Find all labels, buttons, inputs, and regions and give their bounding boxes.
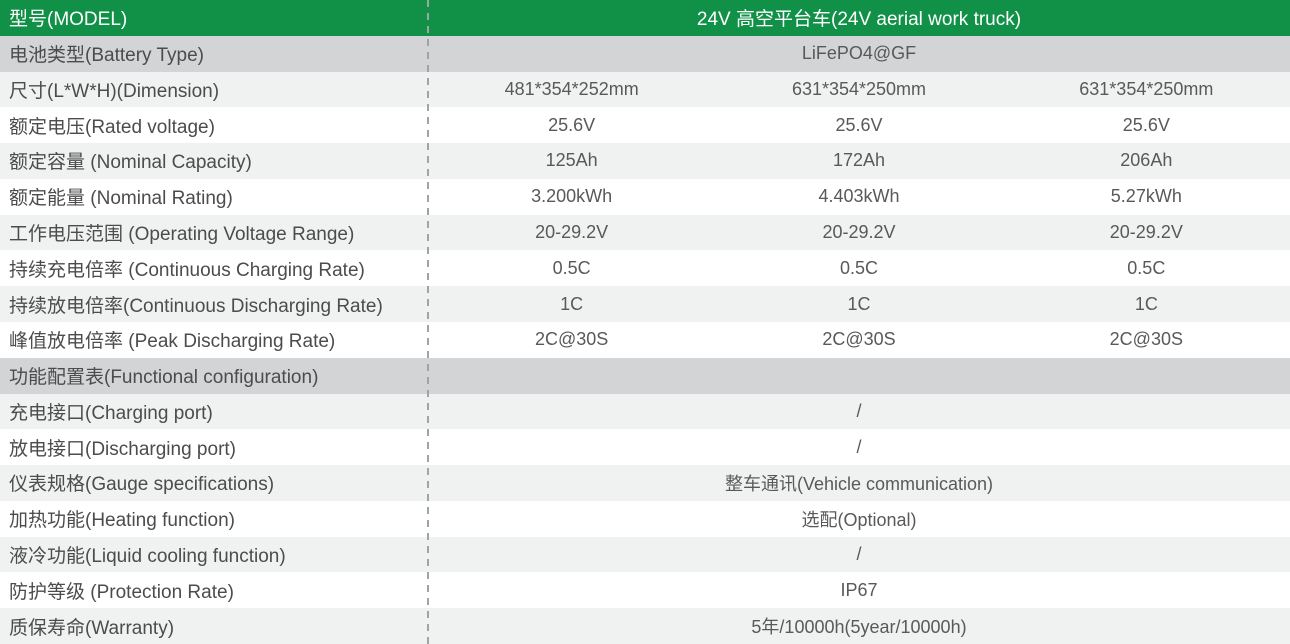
row-values: 1C 1C 1C — [428, 286, 1290, 322]
row-values: 0.5C 0.5C 0.5C — [428, 250, 1290, 286]
value-cell: 20-29.2V — [535, 222, 609, 243]
row-value: / — [856, 436, 862, 457]
table-row-rated-voltage: 额定电压(Rated voltage) 25.6V 25.6V 25.6V — [0, 107, 1290, 144]
row-label: 峰值放电倍率 (Peak Discharging Rate) — [9, 331, 336, 353]
table-row-warranty: 质保寿命(Warranty) 5年/10000h(5year/10000h) — [0, 608, 1290, 644]
row-value: / — [856, 400, 862, 421]
value-cell: 25.6V — [1122, 114, 1170, 135]
value-cell: 2C@30S — [1109, 329, 1183, 350]
table-row-heating-function: 加热功能(Heating function) 选配(Optional) — [0, 500, 1290, 537]
value-cell: 1C — [560, 293, 584, 314]
value-cell: 3.200kWh — [531, 186, 613, 207]
row-label: 放电接口(Discharging port) — [9, 438, 236, 460]
row-value: 整车通讯(Vehicle communication) — [724, 473, 994, 494]
row-label: 工作电压范围 (Operating Voltage Range) — [9, 224, 355, 246]
model-header-value: 24V 高空平台车(24V aerial work truck) — [696, 9, 1022, 31]
value-cell: 0.5C — [839, 257, 878, 278]
value-cell: 2C@30S — [822, 329, 896, 350]
row-label: 额定容量 (Nominal Capacity) — [9, 152, 252, 174]
value-cell: 172Ah — [832, 150, 886, 171]
value-cell: 0.5C — [1127, 257, 1166, 278]
section-header-label: 功能配置表(Functional configuration) — [9, 367, 319, 389]
value-cell: 1C — [1134, 293, 1158, 314]
value-cell: 5.27kWh — [1110, 186, 1182, 207]
value-cell: 0.5C — [552, 257, 591, 278]
table-row-peak-discharging-rate: 峰值放电倍率 (Peak Discharging Rate) 2C@30S 2C… — [0, 322, 1290, 358]
value-cell: 4.403kWh — [818, 186, 900, 207]
value-cell: 206Ah — [1120, 150, 1173, 171]
value-cell: 481*354*252mm — [504, 78, 639, 99]
row-label: 充电接口(Charging port) — [9, 402, 213, 424]
row-value: 选配(Optional) — [801, 509, 917, 530]
value-cell: 631*354*250mm — [791, 78, 927, 99]
value-cell: 2C@30S — [535, 329, 609, 350]
row-label: 质保寿命(Warranty) — [9, 617, 175, 639]
value-cell: 20-29.2V — [822, 222, 896, 243]
row-label: 额定电压(Rated voltage) — [9, 116, 215, 138]
model-header-label: 型号(MODEL) — [9, 9, 128, 31]
row-label: 液冷功能(Liquid cooling function) — [9, 546, 286, 568]
row-value: LiFePO4@GF — [801, 43, 917, 64]
row-label: 尺寸(L*W*H)(Dimension) — [9, 80, 220, 102]
row-label: 电池类型(Battery Type) — [9, 45, 204, 67]
row-values: 20-29.2V 20-29.2V 20-29.2V — [428, 215, 1290, 251]
row-values: 25.6V 25.6V 25.6V — [428, 107, 1290, 143]
row-label: 加热功能(Heating function) — [9, 510, 235, 532]
row-label: 防护等级 (Protection Rate) — [9, 581, 234, 603]
row-values: 125Ah 172Ah 206Ah — [428, 143, 1290, 179]
row-label: 额定能量 (Nominal Rating) — [9, 188, 233, 210]
row-value: / — [856, 544, 862, 565]
row-values: 3.200kWh 4.403kWh 5.27kWh — [428, 179, 1290, 215]
section-header-row: 功能配置表(Functional configuration) — [0, 357, 1290, 394]
row-label: 仪表规格(Gauge specifications) — [9, 474, 275, 496]
table-row-nominal-rating: 额定能量 (Nominal Rating) 3.200kWh 4.403kWh … — [0, 178, 1290, 215]
table-row-operating-voltage: 工作电压范围 (Operating Voltage Range) 20-29.2… — [0, 214, 1290, 251]
value-cell: 25.6V — [835, 114, 883, 135]
table-header-row: 型号(MODEL) 24V 高空平台车(24V aerial work truc… — [0, 0, 1290, 36]
row-value: 5年/10000h(5year/10000h) — [751, 617, 967, 638]
table-row-nominal-capacity: 额定容量 (Nominal Capacity) 125Ah 172Ah 206A… — [0, 143, 1290, 179]
table-row-gauge-specifications: 仪表规格(Gauge specifications) 整车通讯(Vehicle … — [0, 465, 1290, 501]
table-row-protection-rate: 防护等级 (Protection Rate) IP67 — [0, 572, 1290, 609]
row-label: 持续放电倍率(Continuous Discharging Rate) — [9, 295, 383, 317]
table-row-discharging-port: 放电接口(Discharging port) / — [0, 429, 1290, 466]
value-cell: 1C — [847, 293, 871, 314]
table-row-battery-type: 电池类型(Battery Type) LiFePO4@GF — [0, 35, 1290, 72]
row-label: 持续充电倍率 (Continuous Charging Rate) — [9, 259, 365, 281]
table-row-dimension: 尺寸(L*W*H)(Dimension) 481*354*252mm 631*3… — [0, 71, 1290, 108]
row-value: IP67 — [840, 579, 878, 600]
row-values: 481*354*252mm 631*354*250mm 631*354*250m… — [428, 72, 1290, 108]
value-cell: 125Ah — [545, 150, 598, 171]
value-cell: 25.6V — [548, 114, 596, 135]
table-row-discharging-rate: 持续放电倍率(Continuous Discharging Rate) 1C 1… — [0, 286, 1290, 322]
table-row-charging-port: 充电接口(Charging port) / — [0, 393, 1290, 430]
table-row-liquid-cooling: 液冷功能(Liquid cooling function) / — [0, 536, 1290, 573]
value-cell: 20-29.2V — [1109, 222, 1183, 243]
row-values: 2C@30S 2C@30S 2C@30S — [428, 322, 1290, 358]
value-cell: 631*354*250mm — [1079, 78, 1214, 99]
table-row-charging-rate: 持续充电倍率 (Continuous Charging Rate) 0.5C 0… — [0, 250, 1290, 287]
